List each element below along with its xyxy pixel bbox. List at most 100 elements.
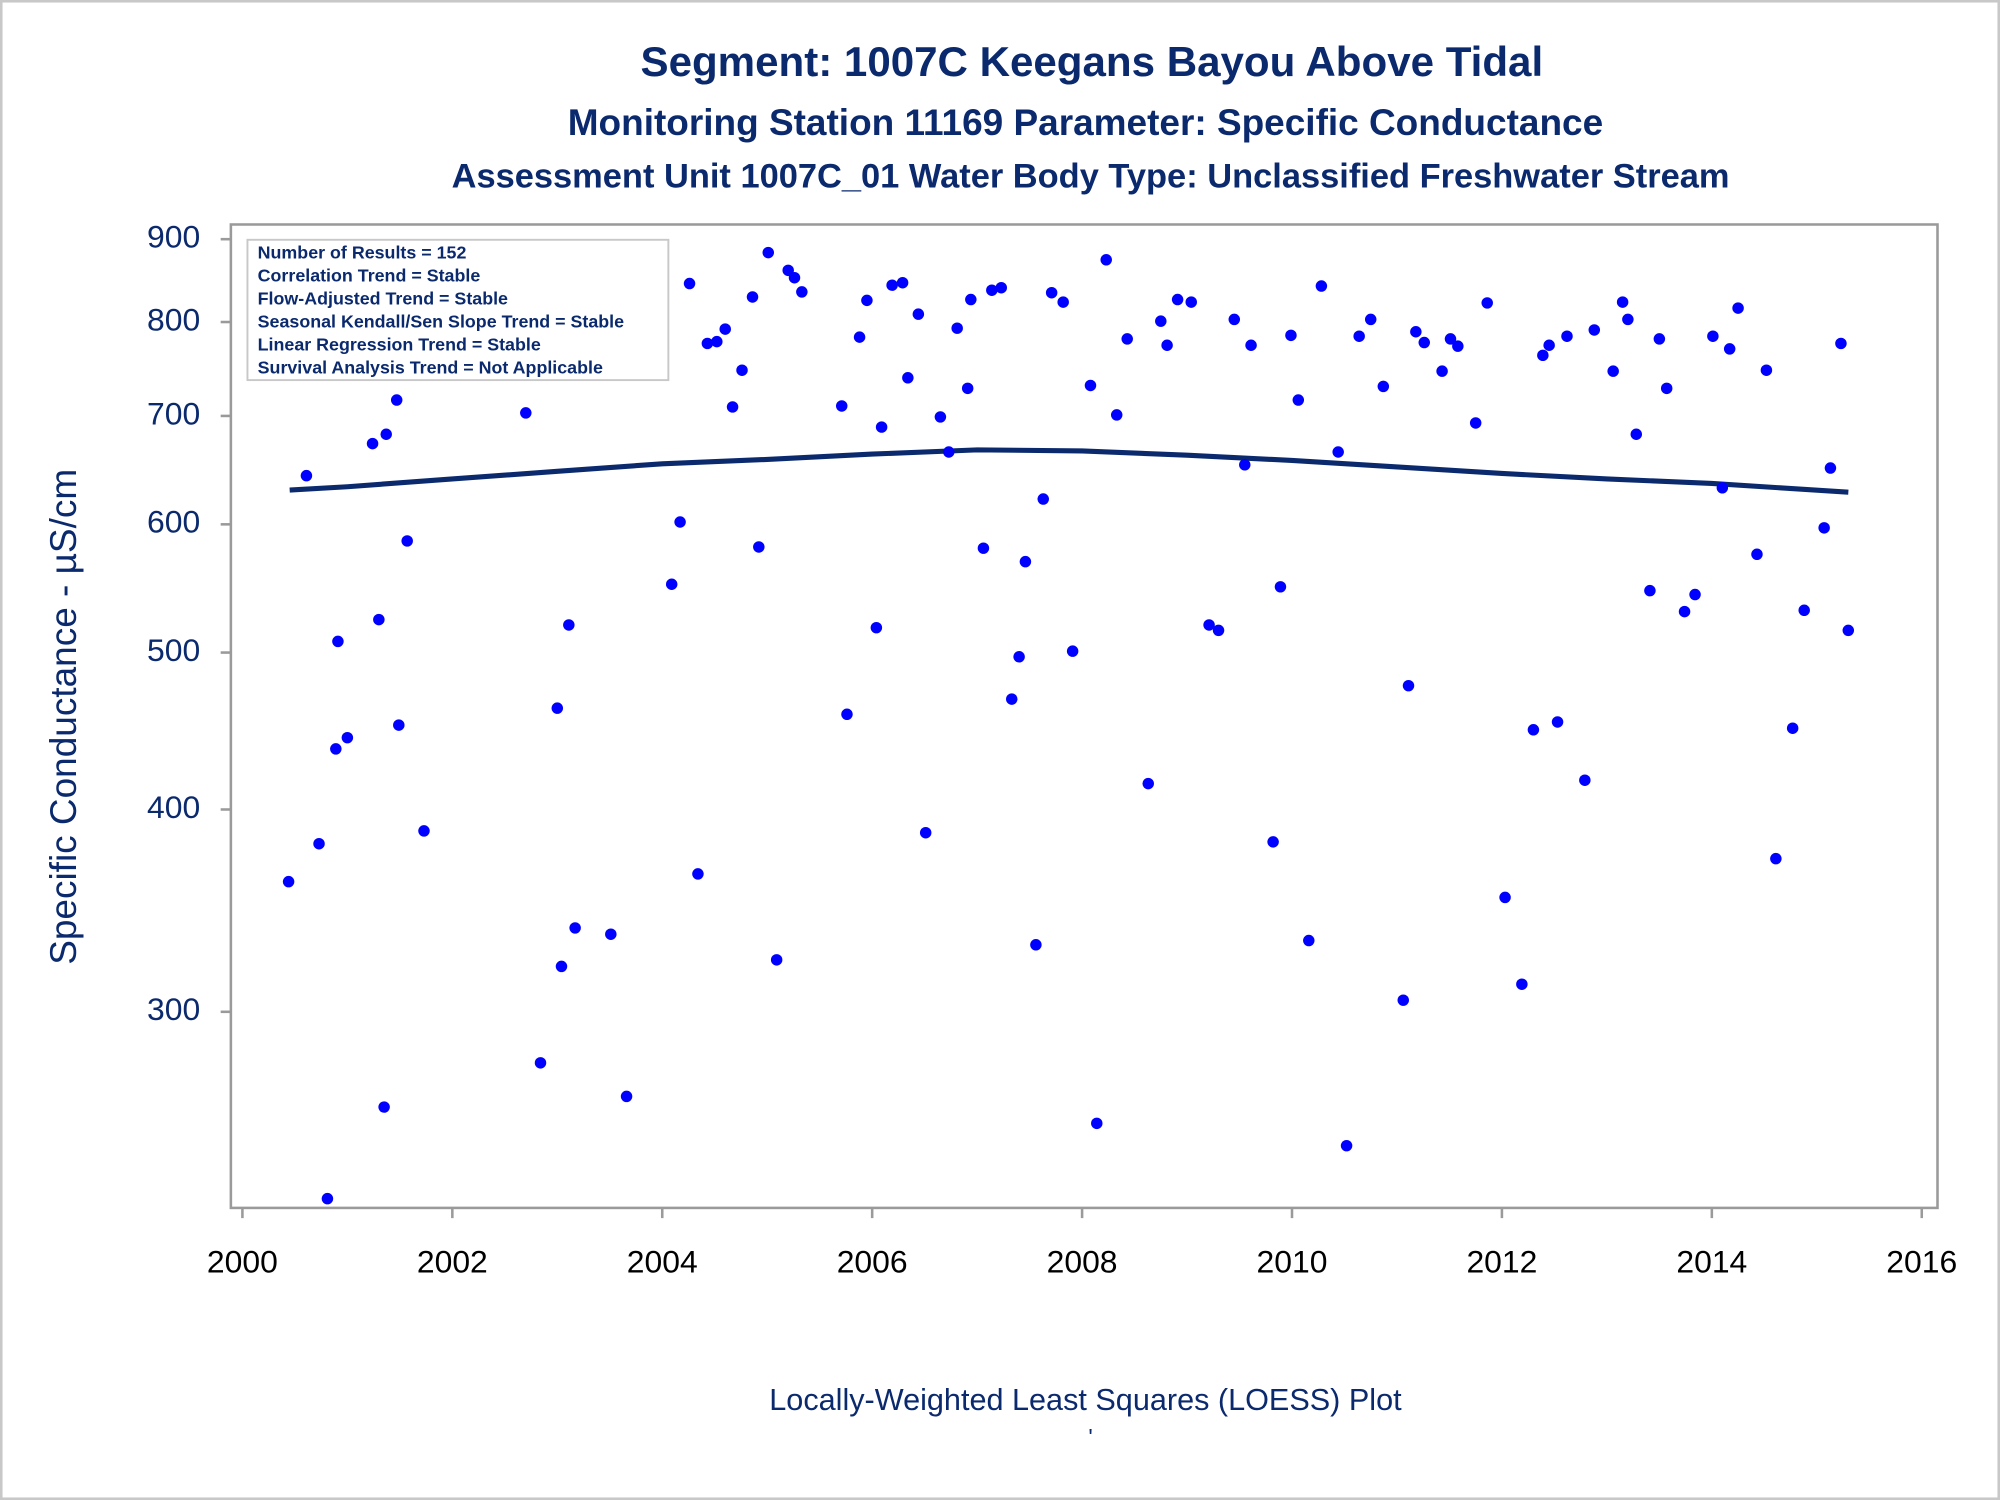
y-tick-label: 900 <box>147 219 200 255</box>
data-point <box>1100 254 1112 266</box>
data-point <box>1630 428 1643 440</box>
data-point <box>1091 1117 1103 1130</box>
data-point <box>934 411 947 423</box>
data-point <box>1543 339 1555 351</box>
data-point <box>620 1090 633 1103</box>
data-point <box>1228 313 1241 326</box>
data-point <box>1516 978 1528 990</box>
data-point <box>1469 417 1482 429</box>
data-point <box>1285 329 1297 342</box>
data-point <box>366 437 379 450</box>
data-point <box>1045 287 1058 299</box>
annotation-box <box>246 238 670 382</box>
data-point <box>1377 380 1390 393</box>
x-tick-label: 2000 <box>207 1243 278 1279</box>
data-point <box>563 619 575 631</box>
data-point <box>1292 394 1305 406</box>
data-point <box>418 825 430 837</box>
data-point <box>551 702 564 714</box>
x-tick-label: 2014 <box>1676 1243 1747 1279</box>
annotation: Survival Analysis Trend = Not Applicable <box>258 357 603 377</box>
annotation: Number of Results = 152 <box>258 243 467 263</box>
data-point <box>1332 446 1344 458</box>
annotation: Seasonal Kendall/Sen Slope Trend = Stabl… <box>258 311 624 331</box>
data-point <box>1707 330 1719 342</box>
data-point <box>943 446 955 458</box>
data-point <box>1786 722 1799 734</box>
data-point <box>1245 339 1257 351</box>
data-point <box>841 708 853 721</box>
data-point <box>300 469 313 482</box>
data-point <box>534 1057 547 1069</box>
data-point <box>555 960 568 973</box>
data-point <box>341 731 354 744</box>
chart-subtitle: Assessment Unit 1007C_01 Water Body Type… <box>452 158 1730 196</box>
data-point <box>1824 462 1837 474</box>
data-point <box>870 621 883 634</box>
data-point <box>961 382 974 395</box>
data-point <box>1212 624 1225 637</box>
chart-subtitle: Monitoring Station 11169 Parameter: Spec… <box>568 102 1603 143</box>
y-axis-label: Specific Conductance - µS/cm <box>43 469 84 965</box>
data-point <box>1340 1139 1353 1152</box>
data-point <box>1110 409 1123 421</box>
x-tick-label: 2002 <box>417 1243 488 1279</box>
data-point <box>1397 994 1409 1006</box>
data-point <box>1057 296 1069 308</box>
data-point <box>1723 343 1736 355</box>
data-point <box>1171 293 1184 306</box>
data-point <box>1644 584 1656 597</box>
data-point <box>1716 482 1729 494</box>
data-point <box>1239 459 1251 471</box>
loess-line <box>289 447 1849 495</box>
data-point <box>995 281 1008 294</box>
data-point <box>1452 340 1464 352</box>
data-point <box>1751 548 1763 561</box>
data-point <box>1084 379 1097 392</box>
footnote-mark: ' <box>1088 1424 1092 1450</box>
data-point <box>1842 624 1855 637</box>
data-point <box>701 337 714 350</box>
data-point <box>1527 724 1540 736</box>
data-point <box>1315 280 1328 292</box>
x-tick-label: 2008 <box>1047 1243 1118 1279</box>
data-point <box>674 516 686 528</box>
y-tick-label: 800 <box>147 301 200 337</box>
data-point <box>1689 588 1701 601</box>
y-tick-label: 500 <box>147 632 200 668</box>
y-tick-label: 700 <box>147 395 200 431</box>
data-point <box>912 308 925 320</box>
data-point <box>390 394 403 406</box>
data-point <box>683 277 696 290</box>
data-point <box>1732 302 1744 314</box>
data-point <box>1274 581 1287 593</box>
data-point <box>1037 493 1049 505</box>
data-point <box>1444 333 1457 345</box>
data-point <box>1818 522 1830 534</box>
data-point <box>1013 651 1025 663</box>
data-point <box>1653 333 1666 345</box>
data-point <box>1121 333 1133 345</box>
data-point <box>1537 349 1549 362</box>
data-point <box>1006 693 1018 705</box>
x-tick-label: 2016 <box>1886 1243 1957 1279</box>
data-point <box>1203 619 1215 631</box>
data-point <box>1436 365 1448 377</box>
data-point <box>1185 296 1197 308</box>
data-point <box>1267 836 1279 848</box>
annotation: Flow-Adjusted Trend = Stable <box>258 288 508 308</box>
data-point <box>321 1192 334 1205</box>
data-point <box>1561 330 1573 342</box>
data-point <box>726 401 739 413</box>
data-point <box>788 271 801 284</box>
data-point <box>520 407 532 419</box>
data-point <box>977 542 990 554</box>
data-point <box>919 826 932 839</box>
data-point <box>1364 313 1377 326</box>
data-point <box>692 868 704 880</box>
data-point <box>965 293 977 306</box>
y-tick-label: 400 <box>147 789 200 825</box>
footnote: Locally-Weighted Least Squares (LOESS) P… <box>769 1383 1402 1417</box>
